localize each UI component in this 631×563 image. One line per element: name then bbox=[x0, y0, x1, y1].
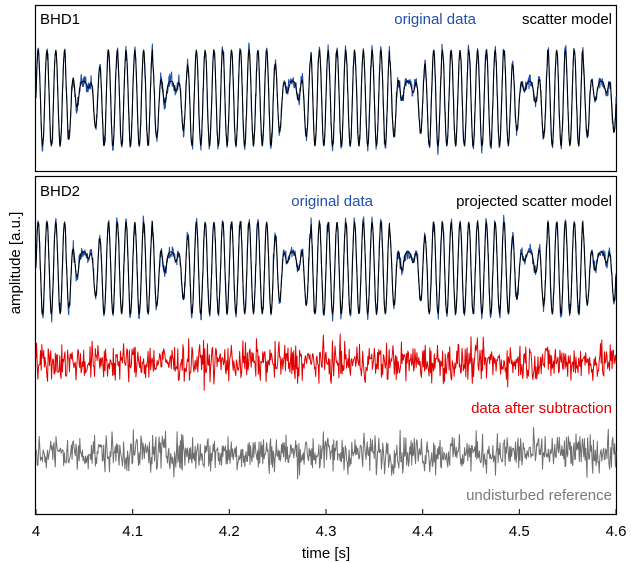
panel-bhd1-frame bbox=[34, 4, 618, 173]
x-tick-label-4.4: 4.4 bbox=[412, 523, 433, 540]
x-tick-label-4.3: 4.3 bbox=[316, 523, 337, 540]
x-axis-label: time [s] bbox=[302, 545, 350, 562]
y-axis-label: amplitude [a.u.] bbox=[7, 212, 24, 315]
panel-bhd1-traces bbox=[35, 42, 617, 156]
x-tick-label-4.2: 4.2 bbox=[219, 523, 240, 540]
legend-bhd2-data-after-subtraction: data after subtraction bbox=[471, 400, 612, 417]
legend-bhd1-scatter-model: scatter model bbox=[522, 11, 612, 28]
series-undisturbed-reference-line bbox=[35, 427, 617, 480]
x-tick-label-4.5: 4.5 bbox=[509, 523, 530, 540]
x-tick-label-4.1: 4.1 bbox=[122, 523, 143, 540]
panel-bhd2-frame bbox=[34, 175, 618, 516]
x-tick-label-4.6: 4.6 bbox=[606, 523, 627, 540]
series-model-line bbox=[35, 49, 617, 147]
legend-bhd1-original-data: original data bbox=[394, 11, 476, 28]
x-axis-ticks: 4 4.1 4.2 4.3 4.4 4.5 4.6 bbox=[32, 509, 627, 540]
panel-bhd2-label: BHD2 bbox=[40, 183, 80, 200]
legend-bhd2-original-data: original data bbox=[291, 193, 373, 210]
x-tick-label-4: 4 bbox=[32, 523, 40, 540]
series-data-after-subtraction-line bbox=[35, 333, 617, 391]
legend-bhd2-projected-scatter-model: projected scatter model bbox=[456, 193, 612, 210]
series-model-line bbox=[35, 221, 617, 315]
legend-bhd2-undisturbed-reference: undisturbed reference bbox=[466, 487, 612, 504]
panel-bhd2-traces bbox=[35, 214, 617, 480]
panel-bhd1-label: BHD1 bbox=[40, 11, 80, 28]
